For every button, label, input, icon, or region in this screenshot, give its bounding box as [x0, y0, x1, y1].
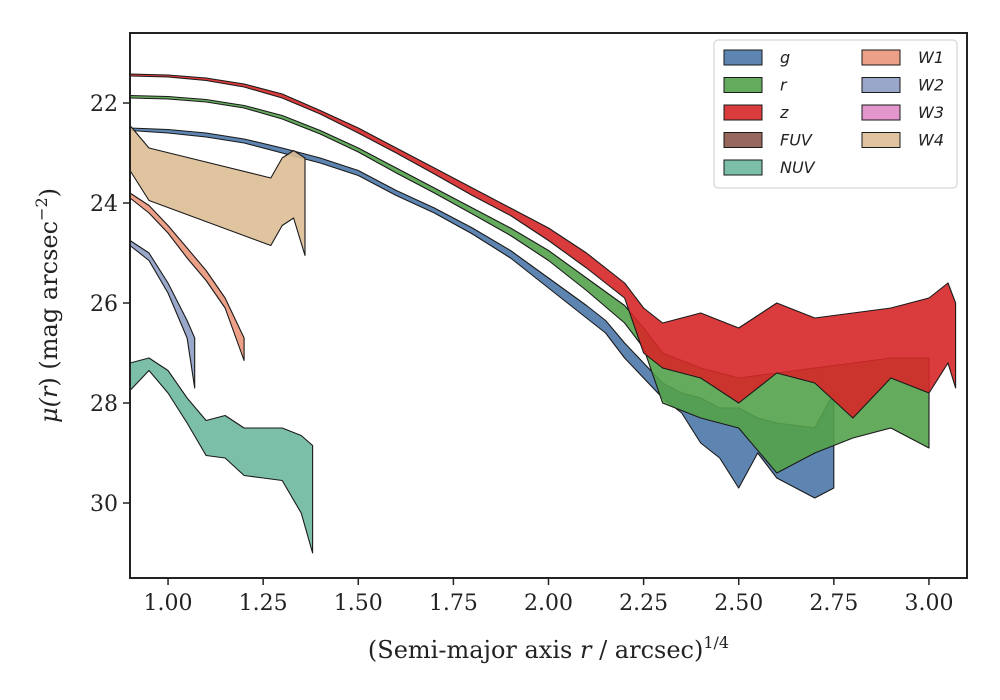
- legend-swatch-nuv: [723, 159, 763, 176]
- legend-swatch-w1: [861, 49, 901, 66]
- legend-swatch-g: [723, 49, 763, 66]
- legend-swatch-r: [723, 77, 763, 93]
- legend-label-g: g: [780, 48, 790, 67]
- x-tick-label: 2.25: [619, 591, 668, 616]
- y-tick-label: 22: [90, 92, 118, 117]
- x-tick-label: 2.75: [809, 591, 858, 616]
- x-tick-label: 1.50: [334, 591, 383, 616]
- y-tick-label: 26: [90, 292, 118, 317]
- x-tick-label: 1.75: [429, 591, 478, 616]
- x-axis: 1.00 1.25 1.50 1.75 2.00 2.25 2.50 2.75 3.00: [144, 578, 953, 616]
- legend-swatch-w2: [861, 77, 901, 93]
- legend-label-w3: W3: [918, 103, 944, 122]
- legend-swatch-w4: [861, 132, 901, 148]
- legend-label-fuv: FUV: [780, 131, 813, 150]
- legend-swatch-w3: [861, 104, 901, 121]
- band-g: [129, 127, 835, 499]
- y-tick-label: 24: [90, 192, 118, 217]
- legend-label-z: z: [779, 103, 789, 122]
- band-w2: [129, 239, 196, 389]
- legend-swatch-fuv: [723, 132, 763, 148]
- y-axis: 22 24 26 28 30: [90, 92, 130, 517]
- legend-label-w1: W1: [918, 48, 944, 67]
- x-axis-label: (Semi-major axis r / arcsec)1/4: [368, 633, 729, 664]
- x-tick-label: 3.00: [904, 591, 953, 616]
- x-tick-label: 1.00: [144, 591, 193, 616]
- legend-label-r: r: [780, 76, 788, 95]
- band-w1: [129, 192, 245, 362]
- legend-swatch-z: [723, 104, 763, 121]
- x-tick-label: 1.25: [239, 591, 288, 616]
- y-axis-label: μ(r) (mag arcsec−2): [32, 188, 63, 423]
- legend-label-nuv: NUV: [780, 158, 816, 177]
- legend-label-w4: W4: [918, 131, 944, 150]
- band-nuv: [129, 357, 314, 554]
- y-tick-label: 28: [90, 392, 118, 417]
- legend-label-w2: W2: [918, 76, 944, 95]
- x-tick-label: 2.00: [524, 591, 573, 616]
- legend: grz FUV NUV W1 W2 W3 W4: [713, 39, 958, 189]
- band-layer: [129, 73, 957, 554]
- y-tick-label: 30: [90, 492, 118, 517]
- band-z: [129, 73, 957, 419]
- x-tick-label: 2.50: [714, 591, 763, 616]
- band-w4: [129, 124, 306, 257]
